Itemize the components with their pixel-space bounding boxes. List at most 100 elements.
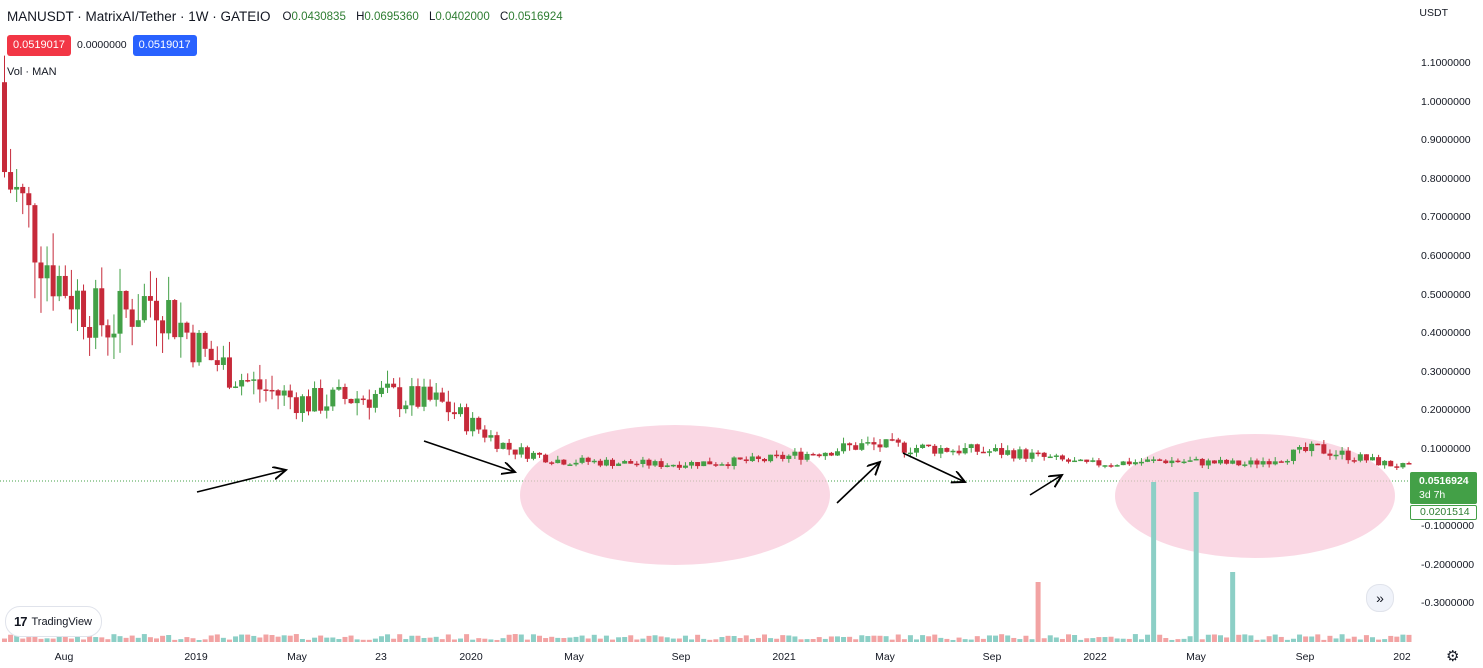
volume-legend[interactable]: Vol · MAN xyxy=(7,66,57,78)
candle-body xyxy=(1388,460,1394,467)
candle-body xyxy=(415,386,421,407)
candle-body xyxy=(743,459,749,462)
volume-bar xyxy=(774,638,780,642)
volume-bar xyxy=(1096,637,1102,642)
candle-body xyxy=(877,444,883,448)
candle-body xyxy=(1394,466,1400,468)
candle-body xyxy=(74,290,80,310)
volume-bar xyxy=(828,636,834,642)
volume-bar xyxy=(87,636,93,642)
volume-bar xyxy=(689,639,695,642)
candle-body xyxy=(385,383,391,388)
currency-selector[interactable]: USDT xyxy=(1419,7,1448,19)
time-tick-label: 2020 xyxy=(459,651,483,663)
volume-bar xyxy=(1041,638,1047,642)
volume-bar xyxy=(804,639,810,642)
volume-bar xyxy=(433,636,439,642)
candle-body xyxy=(1242,464,1248,466)
candle-body xyxy=(986,451,992,453)
buy-button[interactable]: 0.0519017 xyxy=(132,34,197,56)
symbol-title[interactable]: MANUSDT · MatrixAI/Tether · 1W · GATEIO xyxy=(7,9,271,24)
price-tick-label: 0.8000000 xyxy=(1421,172,1471,185)
annotation-arrow xyxy=(902,452,965,482)
volume-bar xyxy=(1163,638,1169,642)
gear-icon[interactable]: ⚙ xyxy=(1446,648,1460,665)
candle-body xyxy=(512,449,518,455)
volume-bar xyxy=(62,634,68,642)
volume-bar xyxy=(731,636,737,642)
volume-bar xyxy=(956,637,962,642)
scroll-right-button[interactable]: » xyxy=(1366,584,1394,612)
candle-body xyxy=(664,465,670,468)
volume-bar xyxy=(725,635,731,642)
candle-body xyxy=(93,288,99,338)
volume-bar xyxy=(1120,638,1126,642)
volume-bar xyxy=(50,638,56,642)
volume-bar xyxy=(652,635,658,642)
volume-bar xyxy=(743,635,749,642)
trade-buttons: 0.0519017 0.0000000 0.0519017 xyxy=(7,34,197,56)
candle-body xyxy=(1224,459,1230,464)
volume-bar xyxy=(579,635,585,642)
volume-bar xyxy=(68,638,74,642)
candle-body xyxy=(676,464,682,468)
volume-bar xyxy=(226,639,232,642)
candle-body xyxy=(360,398,366,401)
candle-body xyxy=(555,459,561,464)
candle-body xyxy=(190,332,196,363)
volume-bar xyxy=(378,636,384,642)
candle-body xyxy=(318,388,324,411)
candle-body xyxy=(1108,465,1114,467)
volume-bar xyxy=(397,634,403,642)
candle-body xyxy=(841,443,847,452)
candle-body xyxy=(178,322,184,338)
sell-button[interactable]: 0.0519017 xyxy=(7,34,71,56)
candle-body xyxy=(482,429,488,438)
candle-body xyxy=(1315,443,1321,446)
price-tick-label: 1.0000000 xyxy=(1421,95,1471,108)
volume-bar xyxy=(865,636,871,642)
volume-bar xyxy=(512,634,518,642)
time-tick-label: May xyxy=(875,651,895,663)
volume-bar xyxy=(567,637,573,642)
volume-bar xyxy=(1236,634,1242,642)
volume-bar xyxy=(634,639,640,642)
volume-bar xyxy=(1151,482,1157,642)
volume-bar xyxy=(780,635,786,642)
candle-body xyxy=(141,296,147,321)
volume-bar xyxy=(1199,639,1205,642)
volume-bar xyxy=(293,634,299,642)
candle-body xyxy=(518,447,524,455)
candle-body xyxy=(1284,460,1290,463)
candle-body xyxy=(895,439,901,443)
volume-bar xyxy=(385,634,391,642)
volume-bar xyxy=(56,635,62,642)
highlight-layer xyxy=(520,425,1395,565)
candle-body xyxy=(1266,461,1272,465)
candle-body xyxy=(530,452,536,459)
volume-bar xyxy=(530,634,536,642)
volume-bar xyxy=(1072,635,1078,642)
price-tick-label: 0.4000000 xyxy=(1421,327,1471,340)
volume-bar xyxy=(44,638,50,642)
tradingview-logo[interactable]: 17 TradingView xyxy=(5,606,103,637)
volume-bar xyxy=(20,638,26,642)
volume-bar xyxy=(895,634,901,642)
candle-body xyxy=(494,435,500,449)
volume-bar xyxy=(141,634,147,642)
candle-body xyxy=(172,300,178,338)
volume-bar xyxy=(1345,638,1351,642)
low-label: L xyxy=(428,10,436,23)
candle-body xyxy=(1017,449,1023,459)
candle-body xyxy=(695,462,701,467)
candle-body xyxy=(1218,459,1223,464)
candle-body xyxy=(561,459,567,465)
volume-bar xyxy=(111,634,117,642)
volume-bar xyxy=(1078,639,1084,642)
candle-body xyxy=(233,386,239,388)
price-tick-label: 0.5000000 xyxy=(1421,288,1471,301)
candle-body xyxy=(1248,460,1254,465)
candle-body xyxy=(117,290,123,334)
candle-body xyxy=(464,407,470,432)
